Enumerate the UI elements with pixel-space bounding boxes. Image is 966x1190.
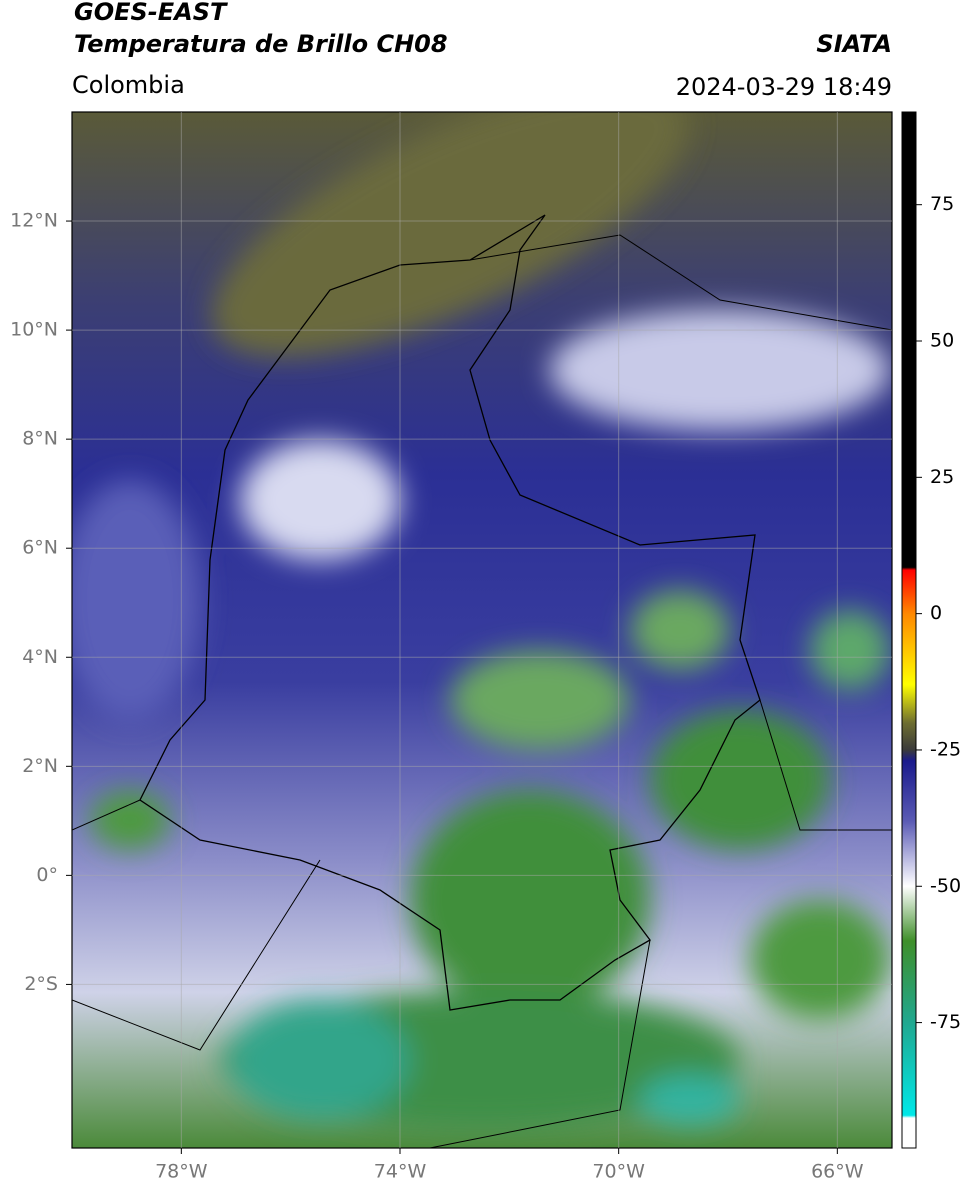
colorbar (902, 112, 916, 1148)
border-lines (72, 234, 892, 1148)
colorbar-tick-label: 50 (930, 330, 954, 352)
colorbar-frame (901, 111, 917, 1149)
cloud-patches (72, 112, 890, 1130)
map-frame (71, 111, 893, 1149)
y-tick-label: 8°N (22, 428, 58, 450)
y-tick-label: 10°N (10, 319, 58, 341)
colorbar-tick-label: 0 (930, 602, 942, 624)
colorbar-tick-label: 75 (930, 193, 954, 215)
colorbar-tick-label: -25 (930, 738, 961, 760)
imagery (72, 112, 892, 1148)
datetime: 2024-03-29 18:49 (676, 73, 892, 101)
colorbar-tick-label: 25 (930, 466, 954, 488)
x-tick-label: 70°W (592, 1161, 645, 1183)
region: Colombia (72, 71, 185, 99)
x-tick-label: 74°W (374, 1161, 427, 1183)
y-tick-label: 6°N (22, 537, 58, 559)
y-tick-label: 0° (36, 864, 58, 886)
subtitle: Temperatura de Brillo CH08 (74, 30, 448, 58)
source: SIATA (816, 30, 892, 58)
x-tick-label: 66°W (811, 1161, 864, 1183)
y-tick-label: 12°N (10, 210, 58, 232)
y-tick-label: 2°N (22, 755, 58, 777)
colorbar-tick-label: -50 (930, 875, 961, 897)
y-tick-label: 4°N (22, 646, 58, 668)
x-tick-label: 78°W (155, 1161, 208, 1183)
y-tick-label: 2°S (24, 973, 58, 995)
colorbar-tick-label: -75 (930, 1011, 961, 1033)
country-outline (139, 214, 761, 1011)
title: GOES-EAST (74, 0, 228, 26)
